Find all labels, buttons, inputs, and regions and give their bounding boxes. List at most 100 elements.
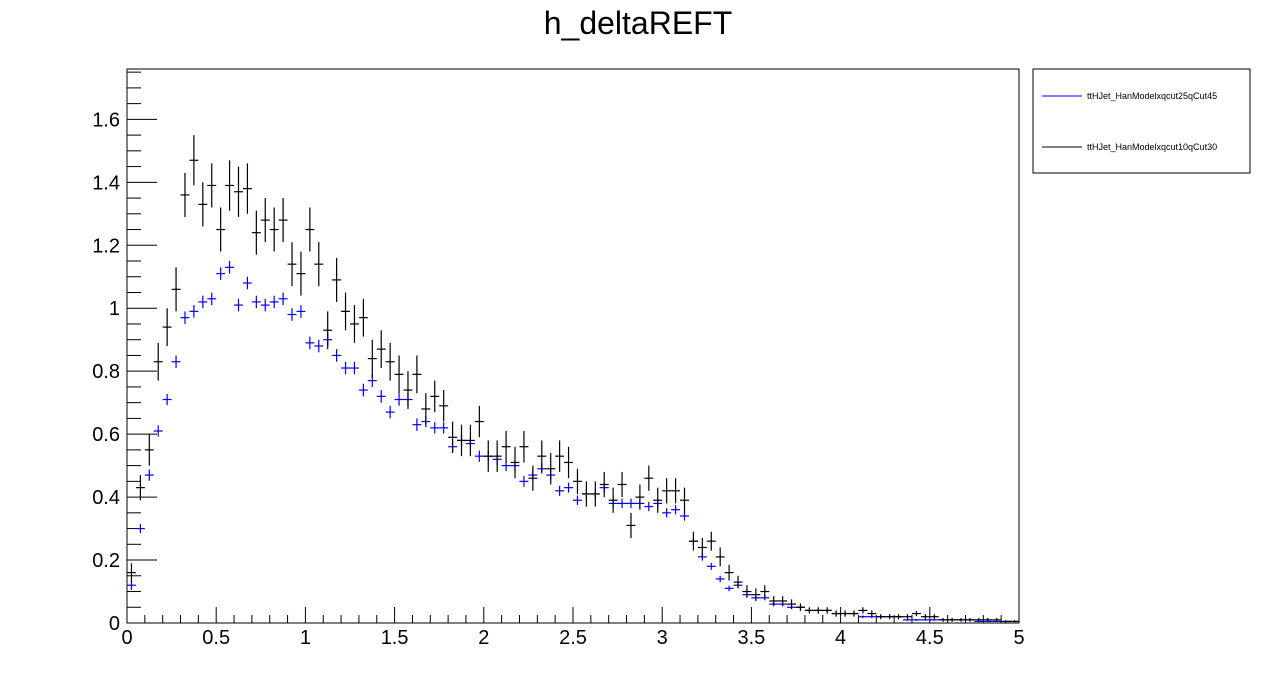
x-tick-label: 0 xyxy=(121,627,132,649)
data-point xyxy=(590,481,600,507)
data-point xyxy=(269,207,279,252)
y-tick-label: 0.2 xyxy=(92,550,120,572)
y-tick-label: 1.4 xyxy=(92,172,120,194)
data-point xyxy=(474,405,484,438)
data-point xyxy=(1001,620,1011,623)
data-point xyxy=(724,585,734,592)
data-point xyxy=(644,465,654,491)
data-point xyxy=(662,478,672,504)
data-point xyxy=(715,575,725,583)
data-point xyxy=(573,468,582,494)
x-tick-label: 5 xyxy=(1013,627,1024,649)
data-point xyxy=(189,135,199,186)
data-point xyxy=(911,611,921,617)
data-point xyxy=(564,482,573,493)
data-point xyxy=(332,349,342,362)
data-point xyxy=(492,440,502,472)
y-tick-label: 0.8 xyxy=(92,361,120,383)
y-tick-label: 1 xyxy=(109,298,120,320)
data-point xyxy=(216,207,226,252)
data-point xyxy=(653,487,663,513)
data-point xyxy=(448,421,458,454)
data-point xyxy=(519,430,529,463)
data-point xyxy=(457,424,466,457)
data-point xyxy=(724,564,734,581)
data-point xyxy=(688,531,698,551)
x-tick-label: 2 xyxy=(478,627,489,649)
data-point xyxy=(216,267,226,280)
data-point xyxy=(555,485,565,496)
legend-entry-series-1: ttHJet_HanModelxqcut25qCut45 xyxy=(1087,91,1217,101)
chart-title: h_deltaREFT xyxy=(544,5,733,41)
y-tick-label: 0.4 xyxy=(92,487,120,509)
data-point xyxy=(358,298,368,337)
data-point xyxy=(911,618,921,621)
data-point xyxy=(314,339,324,353)
data-point xyxy=(983,617,993,622)
data-point xyxy=(769,596,779,606)
data-point xyxy=(894,614,904,620)
data-point xyxy=(350,361,359,375)
data-point xyxy=(555,440,565,472)
data-point xyxy=(225,261,235,274)
data-point xyxy=(412,418,422,431)
data-point xyxy=(412,355,422,394)
data-point xyxy=(260,298,270,312)
x-axis: 0 0.5 1 1.5 2 2.5 3 3.5 4 4.5 5 xyxy=(121,607,1025,649)
data-point xyxy=(242,276,252,290)
data-point xyxy=(394,393,404,406)
data-point xyxy=(804,607,814,614)
data-point xyxy=(671,504,681,515)
data-point xyxy=(483,440,493,472)
data-point xyxy=(314,242,324,287)
data-point xyxy=(938,617,948,622)
data-point xyxy=(180,172,190,217)
data-point xyxy=(715,547,725,567)
data-point xyxy=(537,440,547,472)
data-point xyxy=(992,617,1002,622)
data-point xyxy=(546,453,556,485)
data-point xyxy=(305,336,315,350)
data-point xyxy=(135,523,145,534)
data-point xyxy=(635,484,645,510)
data-point xyxy=(564,446,573,479)
data-point xyxy=(849,610,859,617)
data-point xyxy=(929,614,939,620)
data-point xyxy=(876,614,886,620)
data-point xyxy=(198,295,208,309)
data-point xyxy=(305,207,315,252)
x-tick-label: 1 xyxy=(300,627,311,649)
data-point xyxy=(662,508,672,518)
data-point xyxy=(207,163,217,208)
series-2 xyxy=(127,135,1019,623)
data-point xyxy=(180,311,190,324)
data-point xyxy=(733,575,743,589)
data-point xyxy=(706,531,716,551)
x-tick-label: 1.5 xyxy=(381,627,409,649)
data-point xyxy=(162,393,172,406)
data-point xyxy=(385,405,395,419)
data-point xyxy=(403,371,413,409)
data-point xyxy=(323,311,333,350)
data-point xyxy=(135,475,145,501)
data-point xyxy=(144,434,154,466)
data-point xyxy=(465,424,475,457)
legend-entry-series-2: ttHJet_HanModelxqcut10qCut30 xyxy=(1087,142,1217,152)
data-point xyxy=(144,469,154,481)
data-point xyxy=(697,538,707,557)
data-point xyxy=(519,476,529,487)
data-point xyxy=(430,422,440,434)
data-point xyxy=(162,308,172,346)
y-tick-label: 1.6 xyxy=(92,109,120,131)
x-tick-label: 2.5 xyxy=(559,627,587,649)
legend: ttHJet_HanModelxqcut25qCut45 ttHJet_HanM… xyxy=(1032,68,1251,174)
data-point xyxy=(251,295,261,309)
plot-frame xyxy=(126,68,1020,624)
data-point xyxy=(626,512,636,539)
data-point xyxy=(796,603,805,612)
data-point xyxy=(751,588,761,601)
data-point xyxy=(831,610,841,617)
data-point xyxy=(376,330,386,369)
data-point xyxy=(840,610,850,617)
data-point xyxy=(287,242,297,287)
